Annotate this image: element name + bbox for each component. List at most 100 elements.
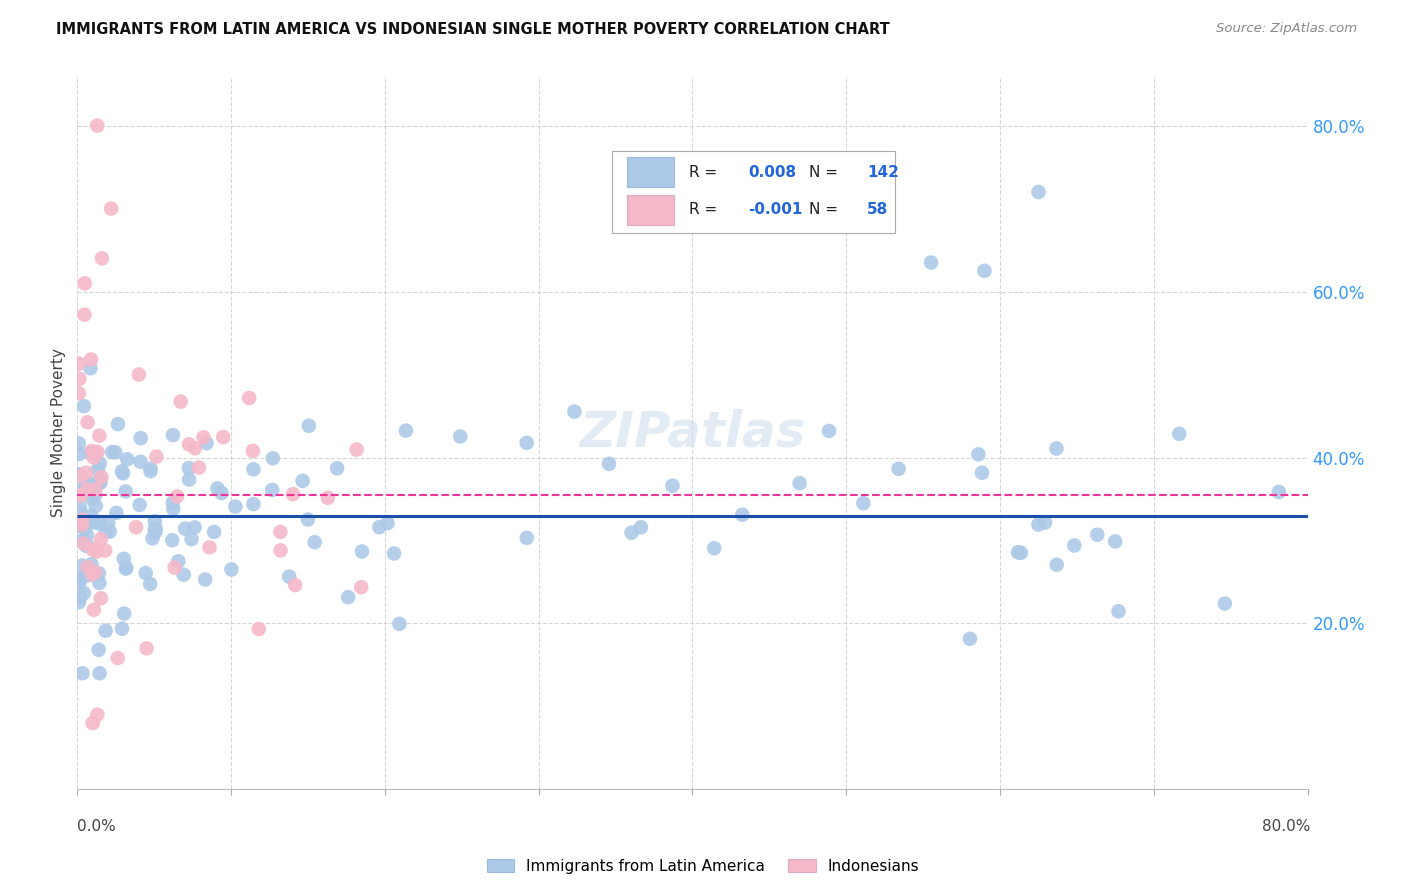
- Point: [789, 476, 811, 491]
- Point: [73, 308, 96, 322]
- Point: [73, 586, 96, 600]
- Point: [1010, 546, 1032, 560]
- Point: [77, 539, 100, 553]
- Point: [212, 430, 235, 444]
- Text: N =: N =: [810, 165, 844, 179]
- Point: [1033, 516, 1056, 530]
- Point: [89, 474, 111, 488]
- Point: [76, 528, 98, 542]
- Point: [83, 476, 105, 491]
- Point: [69, 500, 91, 515]
- Point: [94, 543, 117, 558]
- Text: 58: 58: [868, 202, 889, 218]
- Point: [89, 516, 111, 531]
- Text: 142: 142: [868, 165, 898, 179]
- Point: [87, 566, 110, 581]
- Text: N =: N =: [810, 202, 844, 218]
- Point: [87, 643, 110, 657]
- Text: Source: ZipAtlas.com: Source: ZipAtlas.com: [1216, 22, 1357, 36]
- Text: IMMIGRANTS FROM LATIN AMERICA VS INDONESIAN SINGLE MOTHER POVERTY CORRELATION CH: IMMIGRANTS FROM LATIN AMERICA VS INDONES…: [56, 22, 890, 37]
- Point: [69, 372, 91, 386]
- Point: [90, 532, 112, 546]
- Point: [105, 506, 128, 520]
- Point: [193, 430, 215, 444]
- Point: [70, 517, 93, 532]
- Point: [111, 622, 134, 636]
- Point: [94, 624, 117, 638]
- Point: [388, 616, 411, 631]
- Point: [1063, 539, 1085, 553]
- Point: [298, 418, 321, 433]
- Point: [281, 487, 304, 501]
- Point: [72, 513, 94, 527]
- Point: [84, 566, 107, 580]
- Point: [202, 524, 225, 539]
- Point: [128, 498, 150, 512]
- Point: [184, 441, 207, 455]
- Point: [973, 264, 995, 278]
- Point: [326, 461, 349, 475]
- Point: [69, 488, 91, 502]
- Point: [262, 483, 284, 497]
- Point: [262, 451, 284, 466]
- Point: [1085, 527, 1108, 541]
- Point: [139, 464, 162, 478]
- Point: [75, 466, 97, 480]
- Point: [920, 255, 942, 269]
- Point: [75, 477, 97, 491]
- Point: [177, 461, 200, 475]
- Point: [1028, 517, 1050, 532]
- Point: [129, 431, 152, 445]
- Point: [350, 580, 373, 594]
- Point: [90, 591, 112, 606]
- Point: [84, 446, 107, 460]
- Point: [316, 491, 339, 505]
- Point: [207, 482, 229, 496]
- Point: [80, 508, 103, 523]
- Point: [1104, 534, 1126, 549]
- Point: [114, 484, 136, 499]
- Point: [67, 467, 90, 481]
- Point: [143, 515, 166, 529]
- Point: [89, 456, 111, 470]
- Point: [162, 501, 184, 516]
- Point: [83, 603, 105, 617]
- Point: [84, 488, 107, 502]
- Point: [90, 252, 114, 266]
- Point: [731, 508, 754, 522]
- Point: [89, 428, 111, 442]
- Point: [89, 666, 111, 681]
- FancyBboxPatch shape: [627, 157, 673, 187]
- Point: [76, 516, 98, 531]
- Point: [67, 595, 90, 609]
- Point: [242, 462, 264, 476]
- FancyBboxPatch shape: [613, 151, 896, 233]
- Point: [69, 591, 91, 605]
- Point: [291, 474, 314, 488]
- Point: [104, 445, 127, 459]
- Point: [69, 506, 91, 520]
- Point: [89, 576, 111, 591]
- Point: [72, 558, 94, 573]
- Point: [90, 470, 112, 484]
- Point: [67, 357, 90, 371]
- Point: [661, 479, 683, 493]
- Point: [368, 520, 391, 534]
- Point: [162, 495, 184, 509]
- Point: [818, 424, 841, 438]
- Point: [620, 525, 643, 540]
- Point: [86, 544, 108, 558]
- Point: [959, 632, 981, 646]
- Text: R =: R =: [689, 202, 721, 218]
- Point: [128, 368, 150, 382]
- Point: [198, 541, 221, 555]
- Point: [82, 542, 104, 557]
- Point: [516, 435, 538, 450]
- Point: [79, 361, 101, 376]
- Point: [346, 442, 368, 457]
- Point: [75, 539, 97, 553]
- Point: [173, 567, 195, 582]
- Point: [1213, 597, 1236, 611]
- Point: [69, 575, 91, 590]
- Point: [564, 404, 586, 418]
